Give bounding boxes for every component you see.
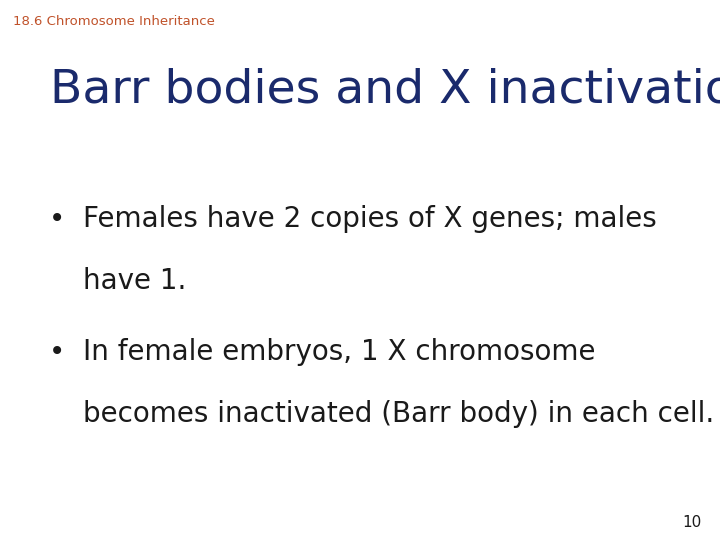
Text: 10: 10 xyxy=(683,515,702,530)
Text: Barr bodies and X inactivation: Barr bodies and X inactivation xyxy=(50,68,720,112)
Text: becomes inactivated (Barr body) in each cell.: becomes inactivated (Barr body) in each … xyxy=(83,400,714,428)
Text: Females have 2 copies of X genes; males: Females have 2 copies of X genes; males xyxy=(83,205,657,233)
Text: •: • xyxy=(49,205,66,233)
Text: In female embryos, 1 X chromosome: In female embryos, 1 X chromosome xyxy=(83,338,595,366)
Text: 18.6 Chromosome Inheritance: 18.6 Chromosome Inheritance xyxy=(13,15,215,28)
Text: have 1.: have 1. xyxy=(83,267,186,295)
Text: •: • xyxy=(49,338,66,366)
